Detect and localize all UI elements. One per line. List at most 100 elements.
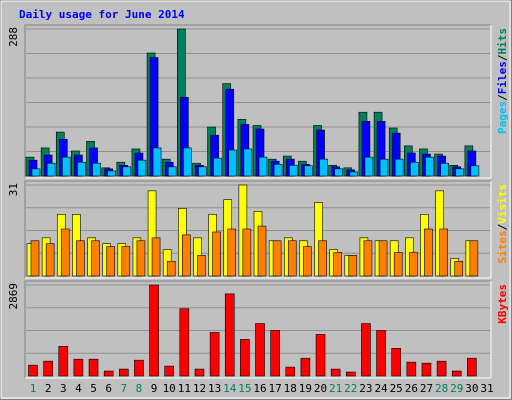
bar bbox=[243, 148, 253, 177]
bar bbox=[45, 243, 55, 277]
bar bbox=[28, 364, 38, 377]
legend: Pages/Files/Hits bbox=[496, 28, 509, 134]
bar bbox=[300, 357, 311, 377]
bar bbox=[363, 240, 373, 277]
bar bbox=[227, 228, 237, 277]
x-tick-label: 29 bbox=[450, 382, 463, 395]
bar bbox=[409, 252, 418, 277]
bar bbox=[424, 228, 433, 277]
bar bbox=[240, 339, 250, 377]
x-tick-label: 11 bbox=[178, 382, 191, 395]
bar bbox=[58, 346, 69, 377]
x-tick-label: 23 bbox=[359, 382, 372, 395]
bar bbox=[287, 240, 297, 277]
bar bbox=[303, 246, 312, 277]
bar bbox=[330, 368, 341, 377]
bar bbox=[451, 370, 462, 377]
bar bbox=[103, 370, 114, 377]
bar bbox=[270, 330, 280, 377]
bar bbox=[406, 361, 417, 377]
x-tick-label: 13 bbox=[208, 382, 221, 395]
bar bbox=[361, 323, 371, 377]
bar bbox=[122, 166, 132, 177]
bar bbox=[134, 359, 144, 377]
legend-entry: Pages bbox=[496, 101, 509, 134]
x-tick-label: 10 bbox=[163, 382, 176, 395]
bar bbox=[183, 147, 192, 177]
bar bbox=[288, 164, 298, 177]
bar bbox=[454, 261, 464, 277]
bar bbox=[136, 240, 146, 277]
bar bbox=[149, 284, 159, 377]
x-tick-label: 4 bbox=[75, 382, 82, 395]
bar bbox=[137, 159, 147, 177]
bar bbox=[255, 323, 265, 377]
x-tick-label: 1 bbox=[30, 382, 37, 395]
legend-entry: Visits bbox=[496, 184, 509, 224]
bar bbox=[315, 334, 326, 377]
bar bbox=[119, 368, 129, 377]
bar bbox=[106, 246, 115, 277]
x-tick-label: 18 bbox=[284, 382, 297, 395]
bar bbox=[421, 362, 432, 377]
x-tick-label: 3 bbox=[60, 382, 67, 395]
bar bbox=[46, 162, 56, 177]
bar bbox=[345, 371, 356, 377]
bar bbox=[61, 156, 71, 177]
x-tick-label: 17 bbox=[269, 382, 282, 395]
x-tick-label: 22 bbox=[344, 382, 357, 395]
legend-entry: Hits bbox=[496, 28, 509, 55]
bar bbox=[393, 252, 403, 277]
x-tick-label: 21 bbox=[329, 382, 342, 395]
bar bbox=[257, 225, 267, 277]
bar bbox=[209, 332, 220, 377]
bar bbox=[272, 240, 282, 277]
x-tick-label: 28 bbox=[435, 382, 448, 395]
bar bbox=[121, 246, 131, 277]
x-tick-label: 24 bbox=[374, 382, 388, 395]
bar bbox=[439, 228, 448, 277]
bar bbox=[440, 162, 449, 177]
x-tick-label: 26 bbox=[405, 382, 418, 395]
bar bbox=[76, 240, 85, 277]
bar bbox=[378, 240, 388, 277]
bar bbox=[285, 366, 296, 377]
x-tick-label: 2 bbox=[45, 382, 52, 395]
bar bbox=[304, 165, 313, 177]
legend-entry: Files bbox=[496, 61, 509, 94]
bar bbox=[273, 163, 283, 177]
x-tick-label: 20 bbox=[314, 382, 327, 395]
bar bbox=[198, 166, 207, 177]
bar bbox=[333, 252, 342, 277]
bar bbox=[151, 237, 161, 277]
bar bbox=[164, 365, 174, 377]
x-tick-label: 7 bbox=[120, 382, 127, 395]
bar bbox=[179, 308, 190, 377]
bar bbox=[376, 330, 386, 377]
bar bbox=[258, 156, 268, 177]
legend: Sites/Visits bbox=[496, 184, 509, 264]
x-tick-label: 16 bbox=[253, 382, 266, 395]
bar bbox=[88, 358, 99, 377]
bar bbox=[194, 368, 205, 377]
bar bbox=[166, 261, 176, 277]
bar bbox=[197, 255, 206, 277]
legend-entry: Sites bbox=[496, 230, 509, 263]
bar bbox=[31, 168, 41, 177]
y-tick-label: 2869 bbox=[7, 283, 20, 310]
bar bbox=[349, 171, 359, 177]
x-tick-label: 6 bbox=[105, 382, 112, 395]
legend-entry: KBytes bbox=[496, 284, 509, 324]
x-tick-label: 27 bbox=[420, 382, 433, 395]
bar bbox=[391, 348, 402, 377]
bar bbox=[379, 158, 389, 177]
x-tick-label: 12 bbox=[193, 382, 206, 395]
x-tick-label: 31 bbox=[480, 382, 493, 395]
bar bbox=[319, 158, 328, 177]
bar bbox=[182, 234, 191, 277]
bar bbox=[318, 240, 327, 277]
bar bbox=[92, 162, 101, 177]
legend: KBytes bbox=[496, 284, 509, 324]
bar bbox=[469, 240, 479, 277]
